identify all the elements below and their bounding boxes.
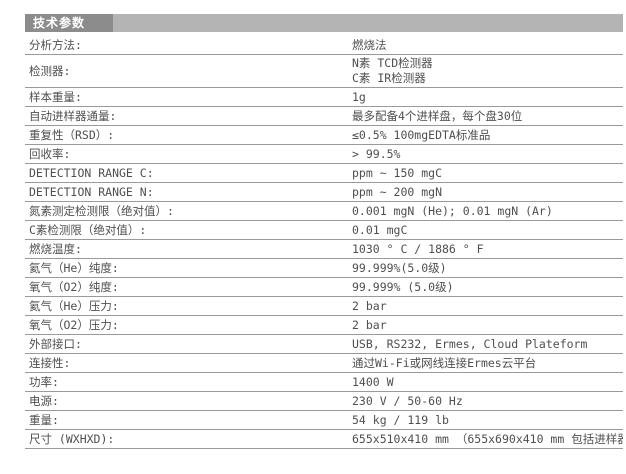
table-row: 电源: 230 V / 50-60 Hz — [25, 392, 623, 411]
spec-label: DETECTION RANGE C: — [29, 166, 154, 180]
table-row: 氮素测定检测限（绝对值）: 0.001 mgN (He); 0.01 mgN (… — [25, 202, 623, 221]
spec-value-line: 2 bar — [352, 317, 387, 332]
spec-value-line: 54 kg / 119 lb — [352, 412, 449, 427]
spec-value: 99.999%(5.0级) — [350, 259, 623, 278]
spec-value: ppm ~ 200 mgN — [350, 183, 623, 202]
spec-value: 1g — [350, 88, 623, 107]
spec-value: 0.001 mgN (He); 0.01 mgN (Ar) — [350, 202, 623, 221]
spec-value-line: 1030 ° C / 1886 ° F — [352, 241, 484, 256]
spec-value-line: USB, RS232, Ermes, Cloud Plateform — [352, 336, 588, 351]
spec-value-line: ≤0.5% 100mgEDTA标准品 — [352, 127, 491, 142]
spec-value: 2 bar — [350, 316, 623, 335]
spec-label: 连接性: — [29, 356, 71, 370]
spec-label: 回收率: — [29, 147, 71, 161]
spec-value: 655x510x410 mm （655x690x410 mm 包括进样器） — [350, 430, 623, 449]
spec-value-line: ppm ~ 200 mgN — [352, 184, 443, 199]
spec-value-line: N素 TCD检测器 — [352, 56, 433, 70]
spec-label: 功率: — [29, 375, 59, 389]
spec-label: 重量: — [29, 413, 59, 427]
spec-label: DETECTION RANGE N: — [29, 185, 154, 199]
spec-value: 0.01 mgC — [350, 221, 623, 240]
table-row: 分析方法: 燃烧法 — [25, 36, 623, 55]
spec-value-line: 燃烧法 — [352, 37, 387, 52]
spec-value-line: C素 IR检测器 — [352, 71, 426, 85]
spec-value: > 99.5% — [350, 145, 623, 164]
spec-label: 燃烧温度: — [29, 242, 82, 256]
table-row: 氧气（O2）压力: 2 bar — [25, 316, 623, 335]
spec-label: 电源: — [29, 394, 59, 408]
spec-value-line: 最多配备4个进样盘，每个盘30位 — [352, 108, 523, 123]
table-row: 尺寸 (WXHXD): 655x510x410 mm （655x690x410 … — [25, 430, 623, 449]
spec-value-line: 通过Wi-Fi或网线连接Ermes云平台 — [352, 355, 537, 370]
spec-value: 99.999% (5.0级) — [350, 278, 623, 297]
spec-value-line: 655x510x410 mm （655x690x410 mm 包括进样器） — [352, 431, 623, 446]
spec-value-line: ppm ~ 150 mgC — [352, 165, 443, 180]
technical-parameters-sheet: 技术参数 分析方法: 燃烧法 检测器: N素 TCD检测器 C素 IR检测器 样本… — [25, 14, 623, 449]
spec-value: 54 kg / 119 lb — [350, 411, 623, 430]
table-row: 重量: 54 kg / 119 lb — [25, 411, 623, 430]
spec-value: 燃烧法 — [350, 36, 623, 55]
spec-value-line: 99.999%(5.0级) — [352, 260, 447, 275]
table-row: 氧气（O2）纯度: 99.999% (5.0级) — [25, 278, 623, 297]
spec-label: 氮素测定检测限（绝对值）: — [29, 204, 174, 218]
spec-value: 最多配备4个进样盘，每个盘30位 — [350, 107, 623, 126]
table-row: 回收率: > 99.5% — [25, 145, 623, 164]
spec-label: 氦气（He）压力: — [29, 299, 119, 313]
spec-value-line: 99.999% (5.0级) — [352, 279, 454, 294]
spec-label: 氧气（O2）压力: — [29, 318, 119, 332]
table-row: DETECTION RANGE N: ppm ~ 200 mgN — [25, 183, 623, 202]
spec-value-line: 0.001 mgN (He); 0.01 mgN (Ar) — [352, 203, 553, 218]
spec-value: ≤0.5% 100mgEDTA标准品 — [350, 126, 623, 145]
spec-value: 230 V / 50-60 Hz — [350, 392, 623, 411]
spec-value-line: 1400 W — [352, 374, 394, 389]
spec-value: ppm ~ 150 mgC — [350, 164, 623, 183]
table-row: C素检测限（绝对值）: 0.01 mgC — [25, 221, 623, 240]
table-row: 功率: 1400 W — [25, 373, 623, 392]
table-row: 燃烧温度: 1030 ° C / 1886 ° F — [25, 240, 623, 259]
table-row: 样本重量: 1g — [25, 88, 623, 107]
spec-value: N素 TCD检测器 C素 IR检测器 — [350, 56, 623, 86]
spec-label: 外部接口: — [29, 337, 82, 351]
table-row: 连接性: 通过Wi-Fi或网线连接Ermes云平台 — [25, 354, 623, 373]
spec-value: 1400 W — [350, 373, 623, 392]
spec-value: 2 bar — [350, 297, 623, 316]
table-row: 检测器: N素 TCD检测器 C素 IR检测器 — [25, 55, 623, 88]
spec-label: 样本重量: — [29, 90, 82, 104]
section-header-bar: 技术参数 — [25, 14, 623, 32]
spec-value-line: 230 V / 50-60 Hz — [352, 393, 463, 408]
spec-label: 重复性（RSD）: — [29, 128, 115, 142]
spec-label: 尺寸 (WXHXD): — [29, 432, 115, 446]
spec-value-line: 2 bar — [352, 298, 387, 313]
table-row: 外部接口: USB, RS232, Ermes, Cloud Plateform — [25, 335, 623, 354]
spec-label: 自动进样器通量: — [29, 109, 117, 123]
spec-value: 通过Wi-Fi或网线连接Ermes云平台 — [350, 354, 623, 373]
table-row: DETECTION RANGE C: ppm ~ 150 mgC — [25, 164, 623, 183]
table-row: 自动进样器通量: 最多配备4个进样盘，每个盘30位 — [25, 107, 623, 126]
spec-value: 1030 ° C / 1886 ° F — [350, 240, 623, 259]
spec-label: C素检测限（绝对值）: — [29, 223, 147, 237]
spec-label: 氧气（O2）纯度: — [29, 280, 119, 294]
spec-value-line: 0.01 mgC — [352, 222, 408, 237]
spec-label: 检测器: — [29, 64, 71, 78]
spec-label: 氦气（He）纯度: — [29, 261, 119, 275]
spec-table: 分析方法: 燃烧法 检测器: N素 TCD检测器 C素 IR检测器 样本重量: 1… — [25, 36, 623, 449]
table-row: 氦气（He）纯度: 99.999%(5.0级) — [25, 259, 623, 278]
spec-value-line: > 99.5% — [352, 146, 401, 161]
spec-label: 分析方法: — [29, 38, 82, 52]
table-row: 重复性（RSD）: ≤0.5% 100mgEDTA标准品 — [25, 126, 623, 145]
spec-value: USB, RS232, Ermes, Cloud Plateform — [350, 335, 623, 354]
spec-value-line: 1g — [352, 89, 366, 104]
section-title: 技术参数 — [25, 14, 113, 32]
table-row: 氦气（He）压力: 2 bar — [25, 297, 623, 316]
